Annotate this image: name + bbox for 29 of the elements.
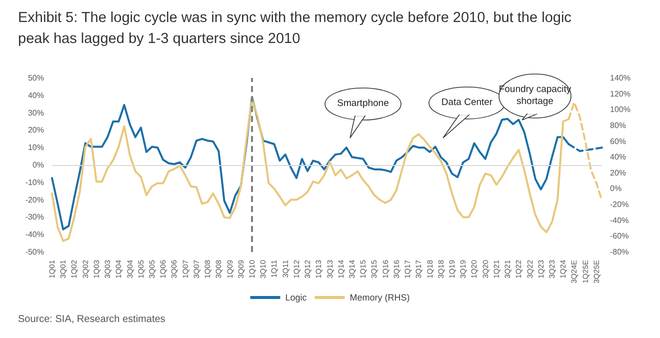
y2-tick-label: 60% — [610, 136, 626, 146]
y-tick-label: 30% — [28, 108, 44, 118]
y-tick-label: -20% — [25, 195, 44, 204]
y2-tick-label: 80% — [610, 120, 626, 130]
y-tick-label: 0% — [32, 160, 44, 170]
y-tick-label: -10% — [25, 178, 44, 187]
source-note: Source: SIA, Research estimates — [18, 314, 166, 325]
y2-tick-label: 40% — [610, 152, 626, 162]
y2-tick-label: 120% — [610, 89, 630, 98]
legend-label: Logic — [285, 292, 308, 302]
y-tick-label: 50% — [28, 74, 44, 82]
y-tick-label: 20% — [28, 126, 44, 135]
y2-tick-label: 0% — [610, 184, 622, 194]
y-tick-label: 40% — [28, 90, 44, 100]
y-tick-label: 10% — [28, 143, 44, 152]
y2-tick-label: -40% — [610, 216, 629, 225]
chart-title: Exhibit 5: The logic cycle was in sync with the memory cycle before 2010, but the logic peak has lagged by 1-3 quarters since 2010 — [18, 9, 572, 49]
annotation: Data Center — [441, 97, 493, 108]
y2-tick-label: -60% — [610, 232, 629, 241]
y2-tick-label: 100% — [610, 105, 630, 114]
y-tick-label: -40% — [25, 230, 44, 240]
legend-label: Memory (RHS) — [350, 292, 410, 302]
y-tick-label: -30% — [25, 212, 44, 222]
y2-tick-label: 20% — [610, 168, 626, 178]
y2-tick-label: -80% — [610, 248, 629, 256]
y2-tick-label: 140% — [610, 74, 630, 82]
y2-tick-label: -20% — [610, 200, 629, 210]
annotation: Smartphone — [324, 87, 402, 121]
y-tick-label: -50% — [25, 248, 44, 256]
